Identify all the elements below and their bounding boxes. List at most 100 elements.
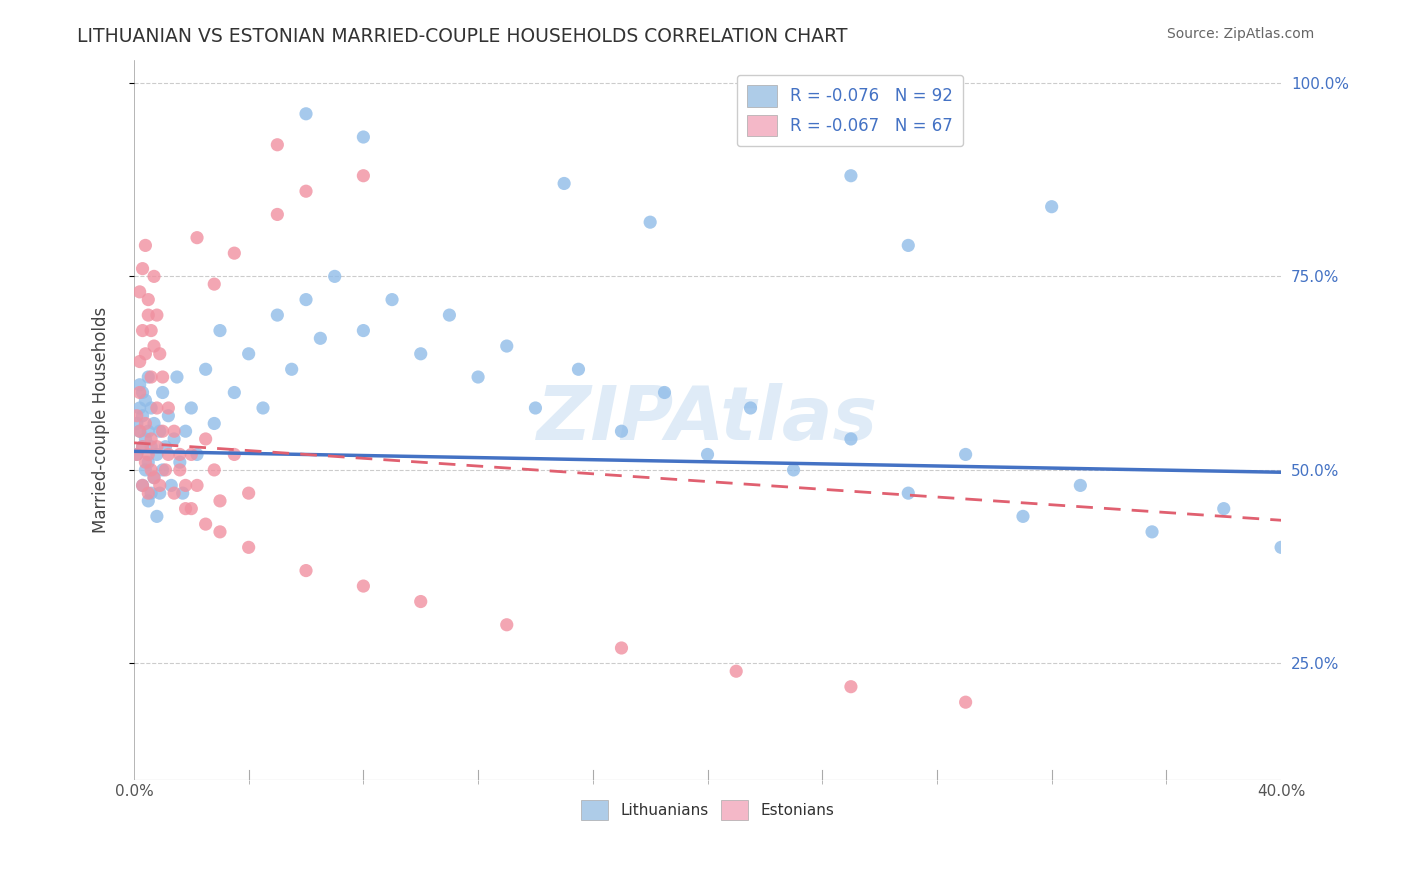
Point <box>143 339 166 353</box>
Point <box>180 501 202 516</box>
Point <box>149 424 172 438</box>
Point <box>125 409 148 423</box>
Point <box>134 347 156 361</box>
Point <box>194 432 217 446</box>
Point <box>202 277 225 292</box>
Point <box>352 130 374 145</box>
Point <box>295 107 318 121</box>
Point <box>141 440 163 454</box>
Point <box>166 370 188 384</box>
Point <box>134 238 156 252</box>
Point <box>131 261 153 276</box>
Point <box>180 401 202 415</box>
Point <box>224 385 246 400</box>
Point <box>136 447 159 461</box>
Point <box>782 463 804 477</box>
Point <box>128 285 150 299</box>
Point <box>439 308 461 322</box>
Point <box>163 486 186 500</box>
Point <box>172 486 194 500</box>
Point <box>174 424 197 438</box>
Point <box>1140 524 1163 539</box>
Point <box>141 370 163 384</box>
Point <box>169 463 191 477</box>
Point <box>467 370 489 384</box>
Point <box>136 494 159 508</box>
Text: ZIPAtlas: ZIPAtlas <box>537 383 879 456</box>
Point <box>839 169 862 183</box>
Point <box>128 377 150 392</box>
Point <box>194 517 217 532</box>
Point <box>1270 541 1292 555</box>
Point <box>146 308 169 322</box>
Point <box>134 455 156 469</box>
Point <box>160 478 183 492</box>
Point <box>128 424 150 438</box>
Point <box>146 440 169 454</box>
Point <box>202 417 225 431</box>
Point <box>131 324 153 338</box>
Point <box>125 447 148 461</box>
Point <box>131 409 153 423</box>
Point <box>131 440 153 454</box>
Point <box>280 362 302 376</box>
Point <box>146 447 169 461</box>
Point <box>128 354 150 368</box>
Point <box>157 401 180 415</box>
Point <box>224 246 246 260</box>
Point <box>131 385 153 400</box>
Point <box>897 486 920 500</box>
Point <box>141 432 163 446</box>
Point <box>128 385 150 400</box>
Point <box>186 478 208 492</box>
Point <box>157 447 180 461</box>
Point <box>323 269 346 284</box>
Point <box>136 370 159 384</box>
Point <box>131 478 153 492</box>
Point <box>740 401 762 415</box>
Y-axis label: Married-couple Households: Married-couple Households <box>93 307 110 533</box>
Point <box>136 308 159 322</box>
Point <box>238 541 260 555</box>
Point <box>163 432 186 446</box>
Point <box>155 463 177 477</box>
Point <box>146 509 169 524</box>
Legend: Lithuanians, Estonians: Lithuanians, Estonians <box>575 794 841 826</box>
Point <box>610 424 633 438</box>
Point <box>155 440 177 454</box>
Point <box>143 471 166 485</box>
Point <box>1040 200 1063 214</box>
Point <box>186 230 208 244</box>
Point <box>381 293 404 307</box>
Point <box>224 447 246 461</box>
Point <box>238 486 260 500</box>
Point <box>202 463 225 477</box>
Point <box>295 564 318 578</box>
Point <box>839 680 862 694</box>
Point <box>125 417 148 431</box>
Point <box>152 370 174 384</box>
Point <box>208 324 231 338</box>
Text: Source: ZipAtlas.com: Source: ZipAtlas.com <box>1167 27 1315 41</box>
Point <box>143 269 166 284</box>
Point <box>143 417 166 431</box>
Point <box>136 486 159 500</box>
Point <box>1212 501 1234 516</box>
Point <box>409 594 432 608</box>
Point <box>238 347 260 361</box>
Point <box>553 177 575 191</box>
Point <box>266 308 288 322</box>
Point <box>352 169 374 183</box>
Point <box>352 579 374 593</box>
Point <box>638 215 661 229</box>
Point <box>141 463 163 477</box>
Point <box>955 447 977 461</box>
Point <box>157 409 180 423</box>
Point <box>208 494 231 508</box>
Point <box>524 401 547 415</box>
Point <box>174 478 197 492</box>
Point <box>169 455 191 469</box>
Point <box>194 362 217 376</box>
Point <box>141 401 163 415</box>
Point <box>149 478 172 492</box>
